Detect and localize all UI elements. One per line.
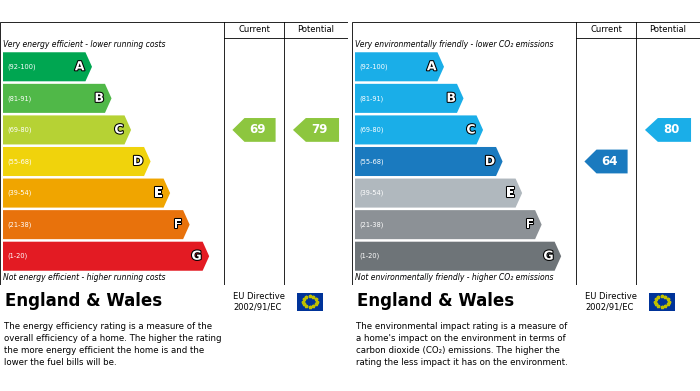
Text: (69-80): (69-80) [7, 127, 31, 133]
Text: Environmental Impact (CO₂) Rating: Environmental Impact (CO₂) Rating [358, 5, 604, 18]
Text: (1-20): (1-20) [7, 253, 27, 260]
Text: G: G [191, 250, 202, 263]
Text: (69-80): (69-80) [359, 127, 384, 133]
Polygon shape [3, 242, 209, 271]
Polygon shape [355, 147, 503, 176]
Polygon shape [645, 118, 691, 142]
Text: B: B [447, 92, 456, 105]
Polygon shape [355, 115, 483, 144]
Polygon shape [355, 242, 561, 271]
Text: G: G [543, 250, 554, 263]
Text: Current: Current [590, 25, 622, 34]
Text: Not energy efficient - higher running costs: Not energy efficient - higher running co… [3, 273, 165, 282]
Polygon shape [293, 118, 339, 142]
Text: EU Directive
2002/91/EC: EU Directive 2002/91/EC [233, 292, 285, 311]
Text: Potential: Potential [298, 25, 335, 34]
Text: C: C [114, 124, 123, 136]
Text: E: E [506, 187, 514, 199]
Text: C: C [466, 124, 475, 136]
Text: 69: 69 [249, 124, 265, 136]
Text: 64: 64 [601, 155, 617, 168]
Text: EU Directive
2002/91/EC: EU Directive 2002/91/EC [585, 292, 637, 311]
Text: F: F [174, 218, 182, 231]
Polygon shape [3, 210, 190, 239]
Polygon shape [3, 147, 150, 176]
Text: The environmental impact rating is a measure of
a home's impact on the environme: The environmental impact rating is a mea… [356, 322, 568, 368]
Polygon shape [355, 210, 542, 239]
Polygon shape [3, 115, 131, 144]
Text: (21-38): (21-38) [359, 221, 384, 228]
Text: Current: Current [238, 25, 270, 34]
Text: F: F [526, 218, 534, 231]
Text: (39-54): (39-54) [7, 190, 31, 196]
Text: (81-91): (81-91) [7, 95, 31, 102]
Text: Very environmentally friendly - lower CO₂ emissions: Very environmentally friendly - lower CO… [355, 40, 554, 49]
Text: England & Wales: England & Wales [357, 292, 514, 310]
Text: (92-100): (92-100) [7, 63, 36, 70]
Text: (55-68): (55-68) [7, 158, 31, 165]
Polygon shape [232, 118, 276, 142]
Text: Energy Efficiency Rating: Energy Efficiency Rating [6, 5, 178, 18]
Polygon shape [3, 84, 111, 113]
Text: Not environmentally friendly - higher CO₂ emissions: Not environmentally friendly - higher CO… [355, 273, 554, 282]
Polygon shape [3, 52, 92, 81]
Text: 79: 79 [312, 124, 328, 136]
Text: B: B [94, 92, 104, 105]
Text: England & Wales: England & Wales [5, 292, 162, 310]
Text: (55-68): (55-68) [359, 158, 384, 165]
FancyBboxPatch shape [649, 292, 675, 310]
Polygon shape [3, 179, 170, 208]
Text: D: D [133, 155, 143, 168]
FancyBboxPatch shape [297, 292, 323, 310]
Text: (81-91): (81-91) [359, 95, 384, 102]
Text: (92-100): (92-100) [359, 63, 388, 70]
Text: Very energy efficient - lower running costs: Very energy efficient - lower running co… [3, 40, 165, 49]
Text: Potential: Potential [650, 25, 687, 34]
Text: The energy efficiency rating is a measure of the
overall efficiency of a home. T: The energy efficiency rating is a measur… [4, 322, 221, 368]
Text: E: E [154, 187, 162, 199]
Text: A: A [427, 60, 437, 73]
Text: 80: 80 [664, 124, 680, 136]
Text: D: D [485, 155, 495, 168]
Text: (21-38): (21-38) [7, 221, 31, 228]
Polygon shape [355, 52, 444, 81]
Text: (39-54): (39-54) [359, 190, 384, 196]
Text: (1-20): (1-20) [359, 253, 379, 260]
Text: A: A [75, 60, 85, 73]
Polygon shape [584, 150, 628, 174]
Polygon shape [355, 179, 522, 208]
Polygon shape [355, 84, 463, 113]
